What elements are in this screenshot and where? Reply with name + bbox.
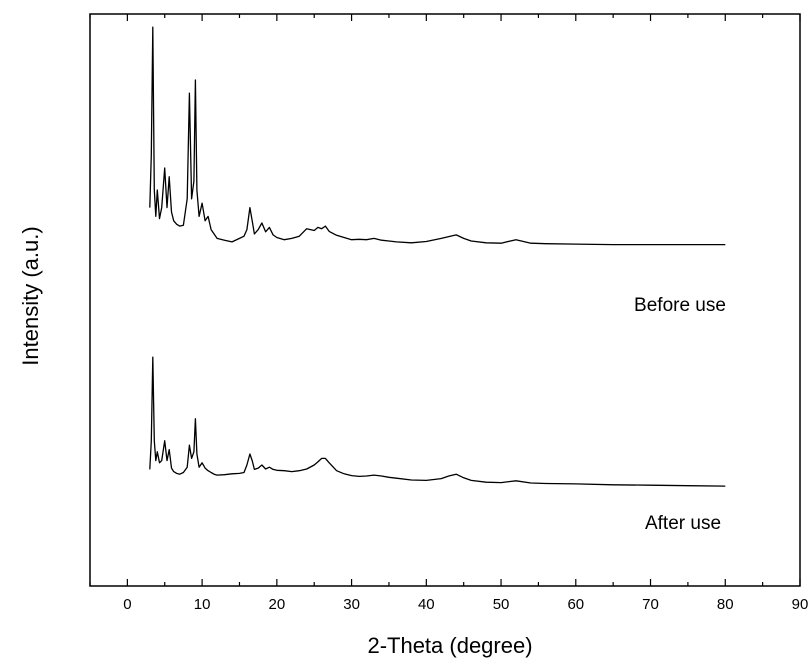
series-lines: [149, 26, 726, 487]
x-tick-label-70: 70: [642, 596, 659, 613]
plot-frame: [89, 13, 801, 587]
x-tick-label-40: 40: [418, 596, 435, 613]
x-ticks: [89, 14, 801, 586]
series-label-after-use: After use: [645, 513, 721, 534]
x-axis-title: 2-Theta (degree): [367, 633, 532, 658]
x-tick-label-60: 60: [567, 596, 584, 613]
y-axis-title: Intensity (a.u.): [18, 226, 43, 365]
x-tick-label-90: 90: [792, 596, 809, 613]
x-tick-label-0: 0: [123, 596, 131, 613]
series-line-before-use: [149, 26, 726, 246]
series-line-after-use: [149, 356, 726, 487]
series-label-before-use: Before use: [634, 295, 726, 316]
x-tick-label-20: 20: [268, 596, 285, 613]
x-tick-label-50: 50: [493, 596, 510, 613]
x-tick-labels: 0 10 20 30 40 50 60 70 80 90: [123, 596, 808, 613]
x-tick-label-30: 30: [343, 596, 360, 613]
x-tick-label-10: 10: [194, 596, 211, 613]
x-tick-label-80: 80: [717, 596, 734, 613]
